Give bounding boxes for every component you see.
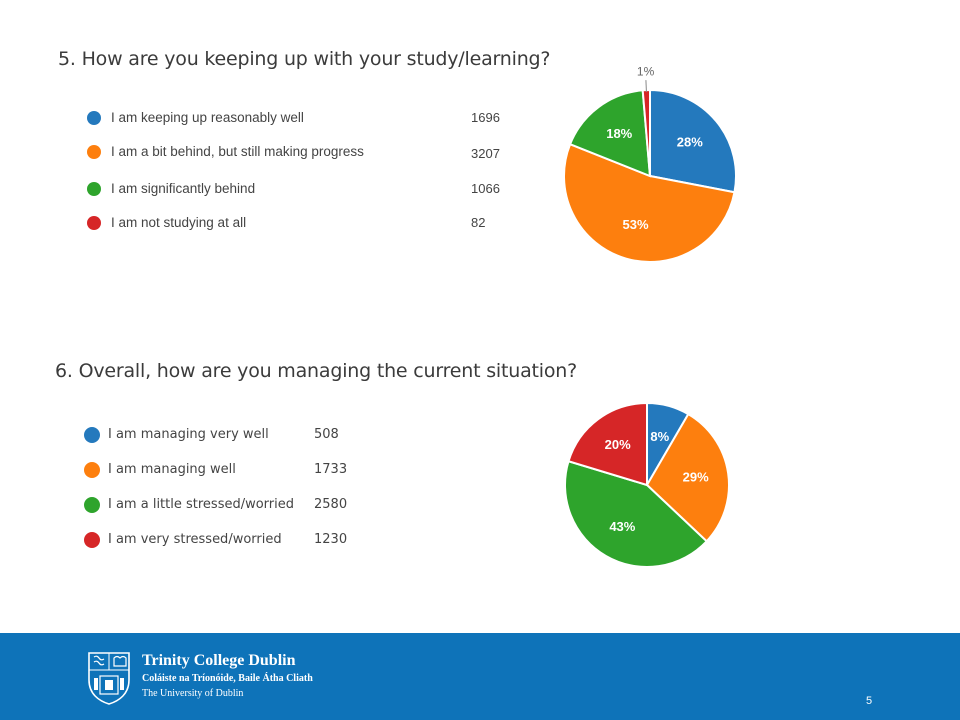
pie-slice-label: 43% (609, 519, 635, 534)
pie-slice (563, 142, 736, 263)
pie-leader-line (645, 80, 647, 93)
brand-name: Trinity College Dublin (142, 652, 296, 669)
legend-marker (84, 427, 100, 443)
legend-item: I am keeping up reasonably well 1696 (87, 109, 547, 129)
q5-pie-chart: 28% 53% 18% 1% (563, 64, 737, 263)
legend-item: I am significantly behind 1066 (87, 180, 547, 200)
legend-item: I am a little stressed/worried 2580 (84, 496, 544, 516)
pie-slice (649, 88, 737, 194)
pie-slice-label: 53% (623, 217, 649, 232)
legend-item: I am very stressed/worried 1230 (84, 531, 544, 551)
legend-count: 1066 (471, 181, 500, 196)
brand-subtitle: The University of Dublin (142, 688, 244, 699)
legend-label: I am keeping up reasonably well (111, 110, 304, 125)
legend-label: I am managing well (108, 462, 236, 477)
pie-slice (567, 401, 648, 487)
legend-count: 508 (314, 427, 339, 442)
legend-label: I am a bit behind, but still making prog… (111, 144, 364, 159)
legend-marker (84, 497, 100, 513)
q6-title: 6. Overall, how are you managing the cur… (55, 360, 578, 382)
footer-bar: Trinity College Dublin Coláiste na Tríon… (0, 633, 960, 720)
legend-label: I am not studying at all (111, 215, 247, 230)
pie-slice (645, 412, 730, 543)
brand-block: Trinity College Dublin Coláiste na Tríon… (142, 651, 313, 701)
pie-slice-label: 18% (606, 126, 632, 141)
legend-marker (87, 182, 101, 196)
pie-slice-label: 20% (605, 437, 631, 452)
pie-slice-label: 8% (650, 429, 669, 444)
legend-item: I am managing well 1733 (84, 461, 544, 481)
q5-title: 5. How are you keeping up with your stud… (58, 48, 551, 70)
pie-slice-label: 29% (683, 469, 709, 484)
legend-marker (87, 145, 101, 159)
tcd-crest-icon (88, 652, 130, 705)
pie-slice-label: 28% (677, 135, 703, 150)
legend-item: I am not studying at all 82 (87, 214, 547, 234)
legend-count: 2580 (314, 497, 348, 512)
page-number: 5 (866, 695, 873, 707)
legend-label: I am managing very well (108, 427, 269, 442)
legend-marker (84, 462, 100, 478)
legend-count: 1230 (314, 532, 348, 547)
pie-slice (568, 89, 652, 178)
legend-count: 82 (471, 215, 486, 230)
legend-count: 1733 (314, 462, 348, 477)
legend-marker (87, 111, 101, 125)
legend-count: 3207 (471, 146, 500, 161)
legend-label: I am very stressed/worried (108, 532, 282, 547)
pie-slice (564, 460, 709, 568)
legend-label: I am a little stressed/worried (108, 497, 294, 512)
pie-slice-label: 1% (637, 64, 655, 78)
legend-item: I am managing very well 508 (84, 426, 544, 446)
legend-count: 1696 (471, 110, 500, 125)
brand-irish-name: Coláiste na Tríonóide, Baile Átha Cliath (142, 673, 313, 684)
legend-marker (84, 532, 100, 548)
legend-marker (87, 216, 101, 230)
legend-item: I am a bit behind, but still making prog… (87, 143, 547, 163)
legend-label: I am significantly behind (111, 181, 256, 196)
q6-pie-chart: 8% 29% 43% 20% (564, 401, 730, 568)
